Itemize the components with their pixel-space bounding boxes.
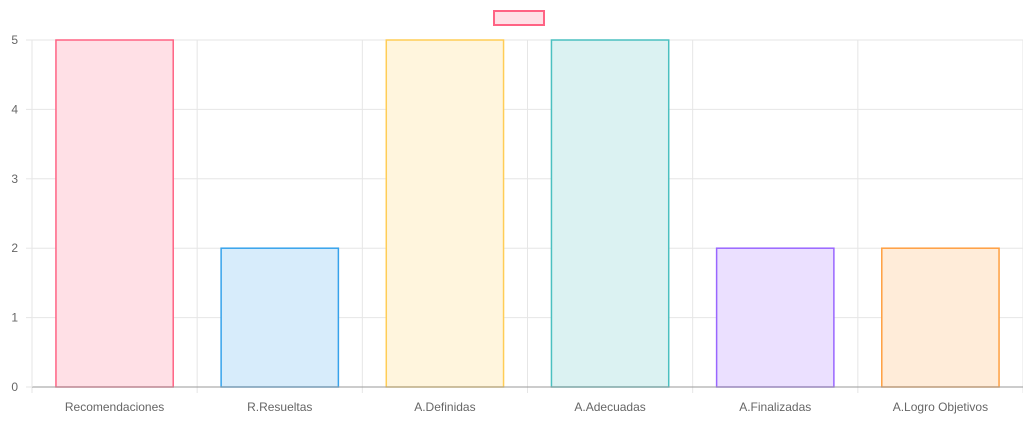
- y-tick-label: 4: [11, 102, 18, 116]
- y-tick-label: 0: [11, 380, 18, 394]
- x-tick-label: Recomendaciones: [65, 400, 164, 414]
- bar-r-resueltas: [220, 247, 340, 388]
- legend-swatch: [493, 10, 545, 26]
- bar-recomendaciones: [55, 39, 174, 388]
- x-tick-label: R.Resueltas: [247, 400, 312, 414]
- bar-a-definidas: [385, 39, 505, 388]
- bar-a-finalizadas: [715, 247, 835, 388]
- x-tick-label: A.Finalizadas: [739, 400, 811, 414]
- y-tick-label: 3: [11, 172, 18, 186]
- x-tick-label: A.Definidas: [414, 400, 475, 414]
- bar-a-logro-objetivos: [881, 247, 1000, 388]
- y-tick-label: 5: [11, 33, 18, 47]
- x-tick-label: A.Adecuadas: [574, 400, 645, 414]
- bar-a-adecuadas: [550, 39, 670, 388]
- x-tick-label: A.Logro Objetivos: [893, 400, 988, 414]
- y-tick-label: 2: [11, 241, 18, 255]
- y-tick-label: 1: [11, 311, 18, 325]
